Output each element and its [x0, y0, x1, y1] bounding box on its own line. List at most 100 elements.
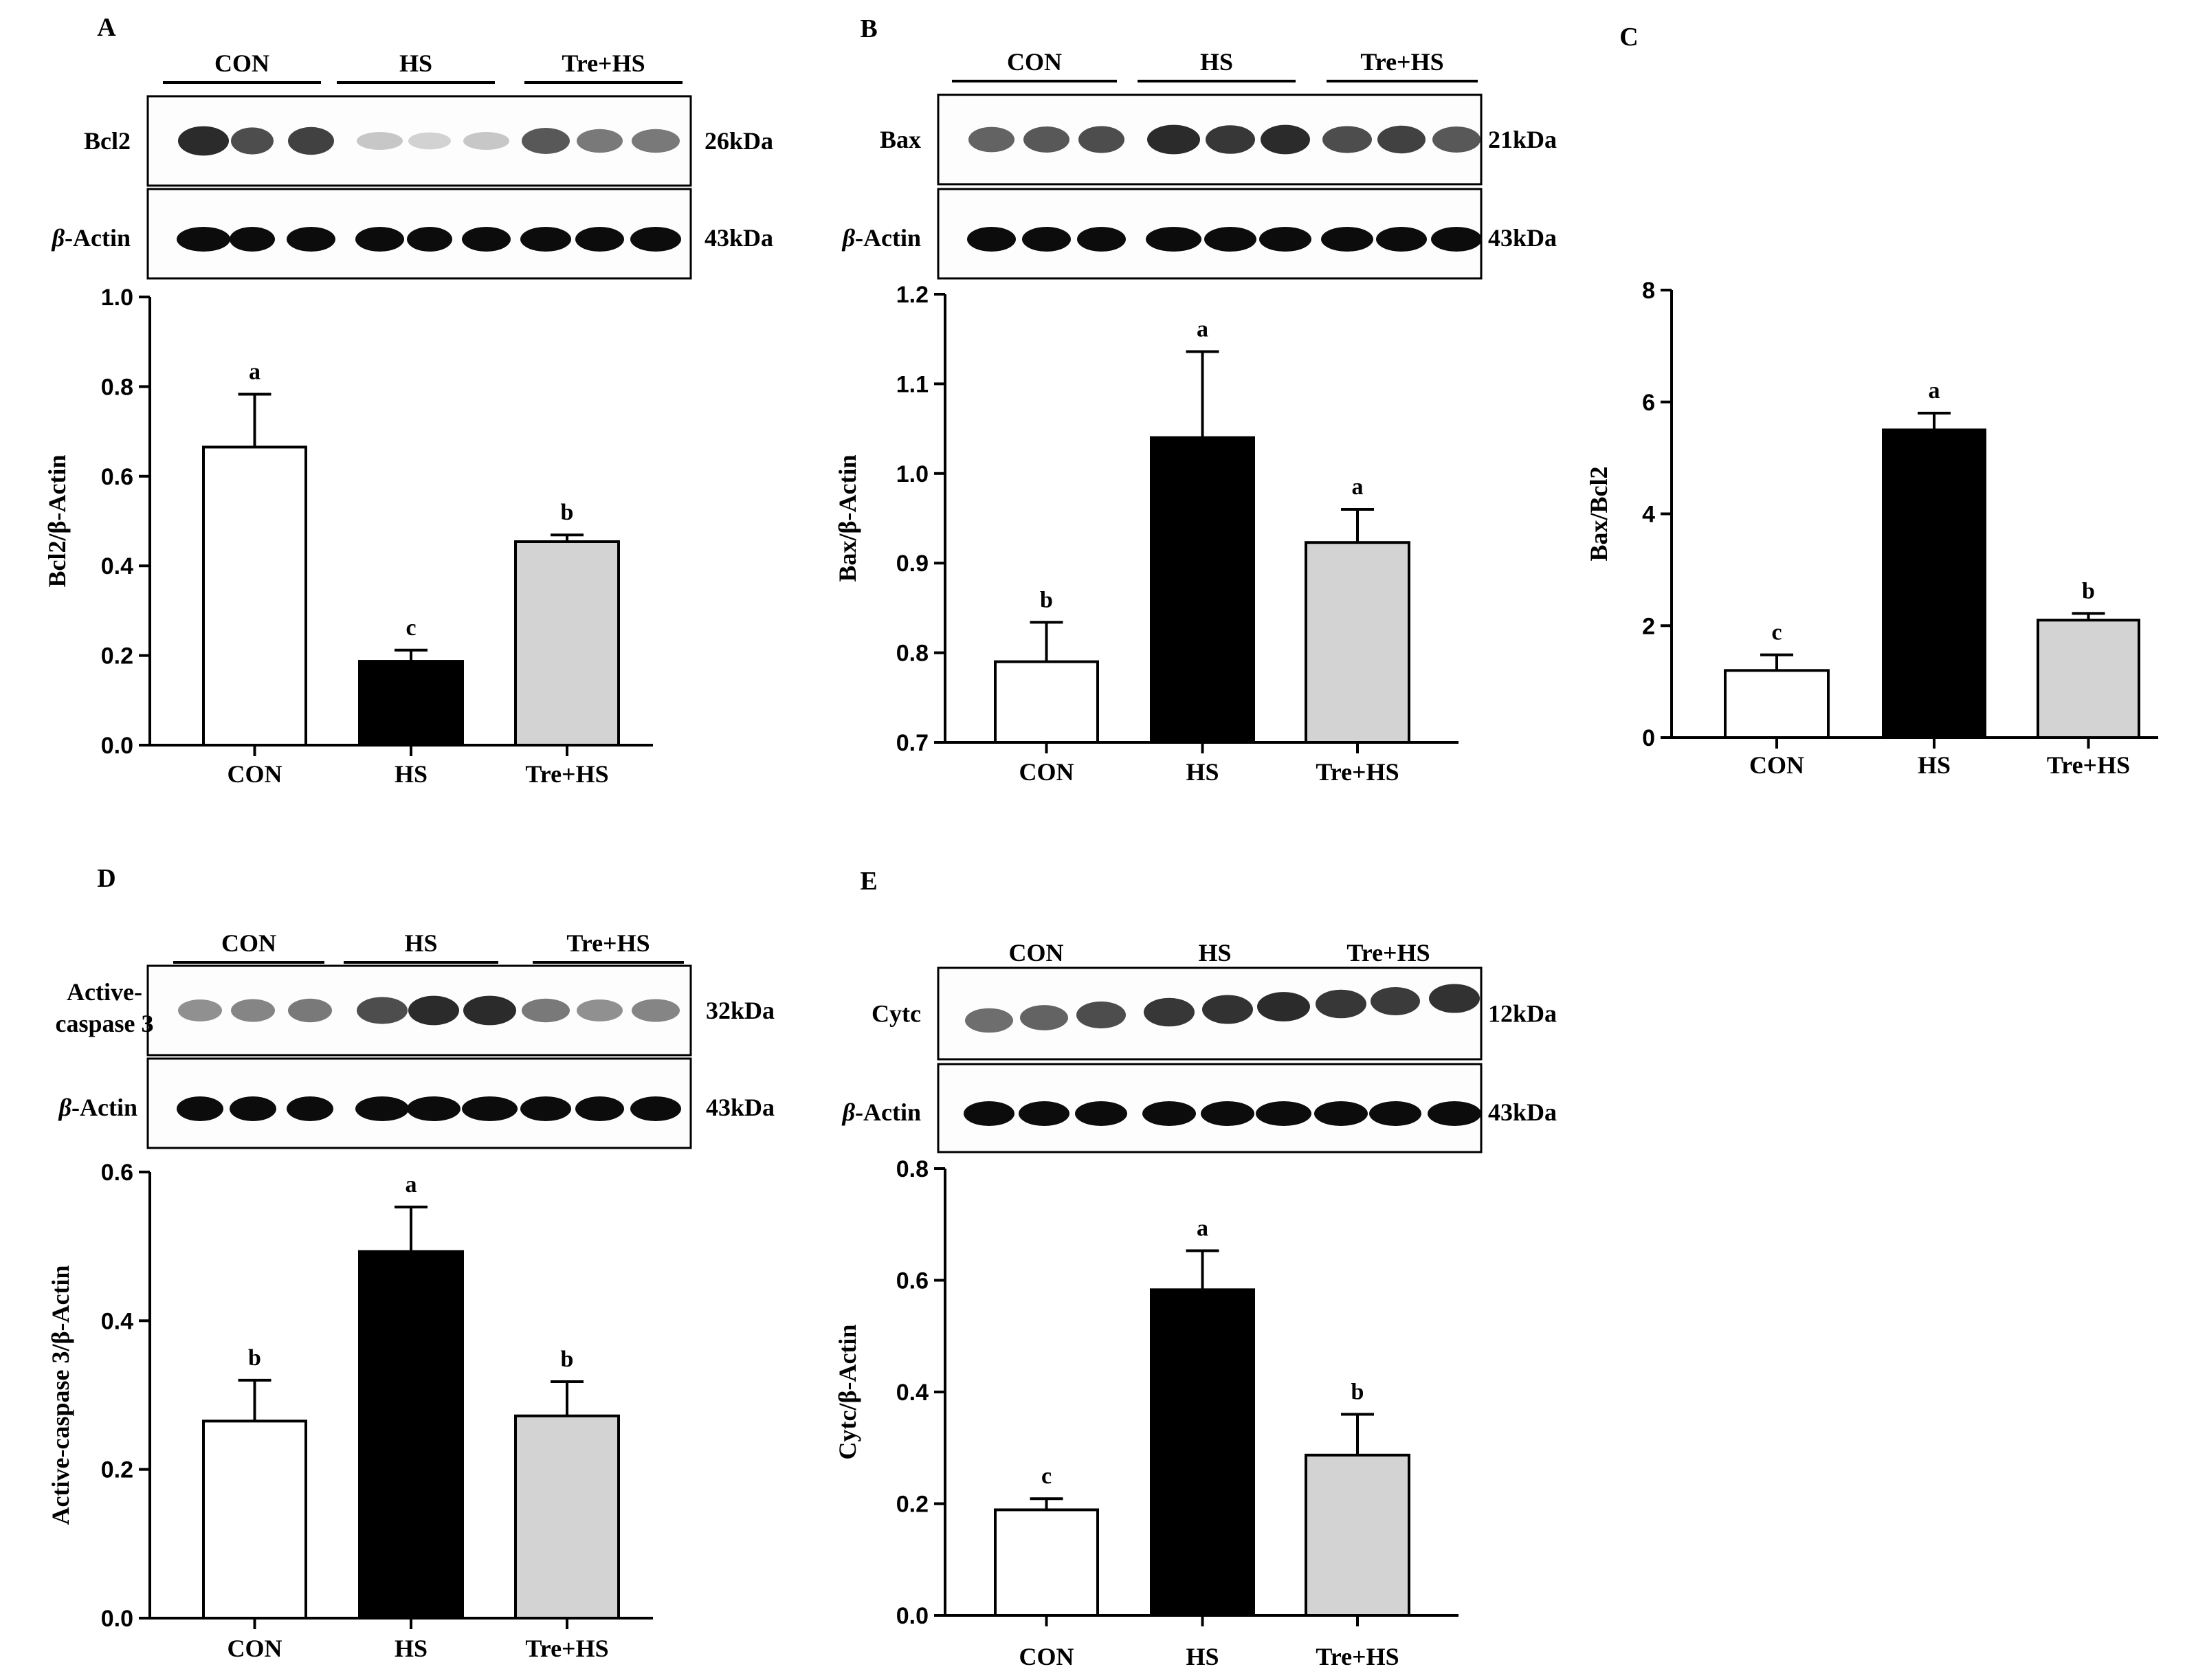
protein-kda-label: 12kDa: [1488, 1000, 1557, 1028]
actin-band: [177, 227, 230, 252]
actin-band: [1369, 1101, 1421, 1126]
protein-band: [1078, 126, 1124, 153]
protein-band: [1206, 125, 1255, 154]
actin-band: [1201, 1101, 1254, 1126]
y-axis-label: Bax/Bcl2: [1585, 466, 1612, 561]
bar: [1305, 541, 1410, 744]
bar: [1882, 428, 1986, 739]
x-tick-label: CON: [1019, 758, 1074, 786]
actin-band: [355, 227, 404, 252]
y-tick-label: 4: [1642, 502, 1655, 528]
y-tick-label: 0.4: [896, 1380, 929, 1406]
bar: [2037, 619, 2140, 739]
blot-group-label: HS: [404, 929, 437, 957]
actin-band: [575, 1096, 624, 1121]
protein-band: [1257, 992, 1310, 1021]
actin-band: [1259, 227, 1311, 252]
actin-band: [230, 227, 275, 252]
protein-label: Active-: [67, 978, 142, 1006]
blot-group-label: Tre+HS: [1346, 939, 1430, 966]
protein-band: [632, 129, 680, 153]
protein-band: [288, 126, 334, 155]
significance-letter: a: [1929, 378, 1940, 404]
y-axis-label: Bcl2/β-Actin: [43, 455, 71, 588]
x-tick-label: Tre+HS: [525, 1635, 608, 1662]
actin-band: [964, 1101, 1014, 1126]
blot-group-label: Tre+HS: [566, 929, 650, 957]
y-tick-label: 1.0: [896, 461, 929, 487]
protein-band: [1023, 126, 1069, 153]
actin-band: [287, 227, 335, 252]
x-tick-label: CON: [228, 760, 282, 788]
y-tick-label: 0.8: [896, 1156, 929, 1182]
actin-band: [407, 227, 452, 252]
blot-group-label: HS: [399, 49, 432, 77]
bar: [202, 1419, 307, 1620]
protein-label: Bax: [880, 126, 921, 153]
protein-band: [178, 999, 222, 1021]
actin-band: [967, 227, 1016, 252]
protein-band: [408, 132, 451, 150]
x-tick-label: HS: [1186, 1643, 1219, 1670]
y-tick-label: 0.2: [101, 1457, 133, 1483]
y-tick-label: 0.6: [896, 1268, 929, 1294]
protein-band: [965, 1008, 1013, 1033]
blot-group-label: CON: [1009, 939, 1064, 966]
significance-letter: b: [1351, 1380, 1364, 1405]
y-tick-label: 1.1: [896, 371, 929, 397]
bar: [514, 540, 620, 747]
actin-band: [1146, 227, 1201, 252]
y-tick-label: 0.8: [896, 641, 929, 667]
protein-band: [231, 127, 274, 155]
x-tick-label: CON: [1019, 1643, 1074, 1670]
actin-band: [1019, 1101, 1069, 1126]
actin-kda-label: 43kDa: [705, 224, 773, 252]
protein-band: [1429, 984, 1480, 1013]
significance-letter: a: [1352, 474, 1364, 500]
bar: [202, 445, 307, 747]
y-axis-label: Bax/β-Actin: [834, 455, 861, 582]
significance-letter: c: [1041, 1463, 1052, 1489]
panel-letter: D: [97, 864, 115, 893]
protein-band: [522, 128, 570, 154]
actin-band: [177, 1096, 223, 1121]
protein-band: [1202, 995, 1253, 1024]
protein-band: [178, 126, 229, 156]
protein-band: [1076, 1001, 1126, 1029]
y-tick-label: 0.6: [101, 1160, 133, 1186]
y-tick-label: 1.0: [101, 285, 133, 311]
protein-band: [1020, 1005, 1068, 1030]
x-tick-label: HS: [395, 1635, 428, 1662]
bar: [1150, 1288, 1255, 1617]
y-tick-label: 0.4: [101, 1308, 133, 1334]
significance-letter: c: [406, 615, 416, 641]
actin-label: β-Actin: [51, 224, 131, 252]
significance-letter: a: [249, 359, 260, 384]
actin-band: [1321, 227, 1373, 252]
significance-letter: b: [2082, 578, 2095, 604]
y-tick-label: 0.6: [101, 464, 133, 490]
protein-band: [1147, 124, 1200, 155]
y-tick-label: 0.7: [896, 730, 929, 756]
y-tick-label: 0.0: [101, 733, 133, 759]
actin-band: [462, 1096, 518, 1121]
y-tick-label: 0.0: [101, 1606, 133, 1632]
significance-letter: b: [1040, 587, 1053, 612]
actin-band: [1431, 227, 1482, 252]
significance-letter: a: [1197, 1215, 1208, 1241]
bar: [1150, 436, 1255, 744]
x-tick-label: Tre+HS: [2047, 751, 2130, 779]
blot-group-label: HS: [1200, 48, 1233, 76]
bar: [358, 660, 464, 747]
actin-band: [230, 1096, 276, 1121]
protein-band: [463, 995, 516, 1026]
protein-band: [357, 997, 408, 1024]
bar: [1305, 1453, 1410, 1617]
actin-band: [1204, 227, 1256, 252]
protein-band: [463, 132, 509, 150]
actin-label: β-Actin: [841, 1098, 921, 1126]
actin-label: β-Actin: [841, 224, 921, 252]
protein-kda-label: 21kDa: [1488, 126, 1557, 153]
y-axis-label: Active-caspase 3/β-Actin: [47, 1265, 74, 1525]
protein-band: [522, 998, 570, 1023]
